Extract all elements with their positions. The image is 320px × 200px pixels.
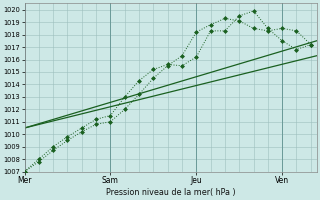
X-axis label: Pression niveau de la mer( hPa ): Pression niveau de la mer( hPa ) — [106, 188, 235, 197]
